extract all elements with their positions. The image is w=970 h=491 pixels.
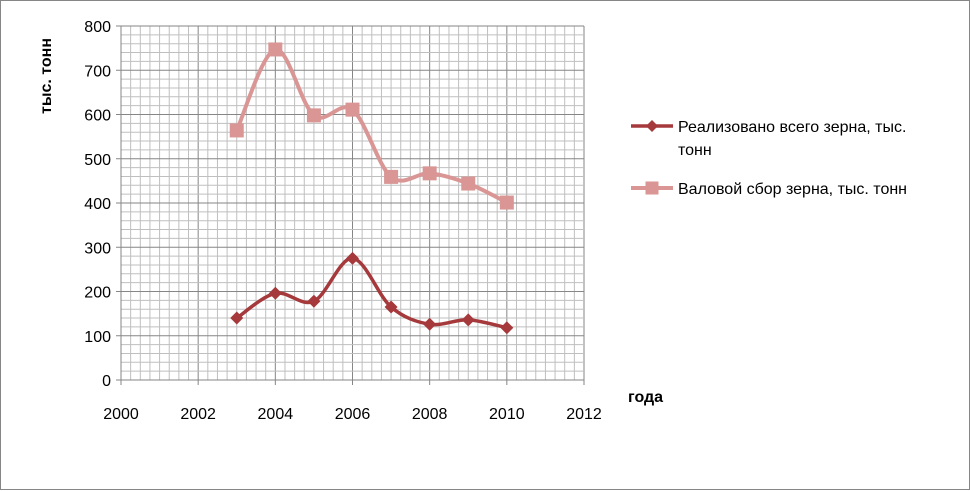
y-tick-label: 0 <box>102 373 111 390</box>
data-point <box>346 251 359 265</box>
x-tick-label: 2006 <box>335 406 371 423</box>
legend-item-2: Валовой сбор зерна, тыс. тонн <box>631 181 907 198</box>
axes <box>116 25 585 385</box>
series-2 <box>229 42 514 210</box>
x-tick-label: 2008 <box>412 406 448 423</box>
y-tick-label: 700 <box>84 63 111 80</box>
data-point <box>229 123 244 138</box>
data-point <box>230 311 244 325</box>
legend-marker <box>646 120 658 132</box>
data-point <box>461 176 476 191</box>
legend-label: Валовой сбор зерна, тыс. тонн <box>678 181 907 198</box>
legend-label: тонн <box>678 142 712 159</box>
y-tick-label: 800 <box>84 19 111 36</box>
data-point <box>268 42 283 57</box>
x-axis-title: года <box>628 389 663 406</box>
y-axis-title: тыс. тонн <box>38 38 55 114</box>
gridlines <box>120 25 585 381</box>
series-1 <box>230 251 514 335</box>
x-tick-label: 2000 <box>103 406 139 423</box>
y-tick-label: 400 <box>84 196 111 213</box>
data-point <box>306 108 321 123</box>
x-tick-label: 2002 <box>180 406 216 423</box>
y-tick-label: 200 <box>84 285 111 302</box>
data-point <box>384 169 399 184</box>
data-point <box>461 313 475 327</box>
legend-item-1: Реализовано всего зерна, тыс. тонн <box>631 119 906 159</box>
x-tick-label: 2012 <box>566 406 602 423</box>
y-tick-label: 600 <box>84 108 111 125</box>
x-tick-label: 2004 <box>258 406 294 423</box>
data-point <box>345 102 360 117</box>
y-tick-label: 300 <box>84 240 111 257</box>
legend: Реализовано всего зерна, тыс. тонн Валовой… <box>631 119 907 198</box>
legend-label: Реализовано всего зерна, тыс. <box>678 119 906 136</box>
data-point <box>268 286 282 300</box>
series-group <box>229 42 514 335</box>
y-tick-label: 500 <box>84 152 111 169</box>
data-point <box>423 317 437 331</box>
data-point <box>307 294 321 308</box>
data-point <box>499 195 514 210</box>
data-point <box>384 300 398 314</box>
tick-labels: 0 100 200 300 400 500 600 700 800 2000 2002 2004 200… <box>84 19 602 423</box>
x-tick-label: 2010 <box>489 406 525 423</box>
y-tick-label: 100 <box>84 329 111 346</box>
data-point <box>500 321 514 335</box>
data-point <box>422 166 437 181</box>
legend-marker <box>645 181 659 195</box>
